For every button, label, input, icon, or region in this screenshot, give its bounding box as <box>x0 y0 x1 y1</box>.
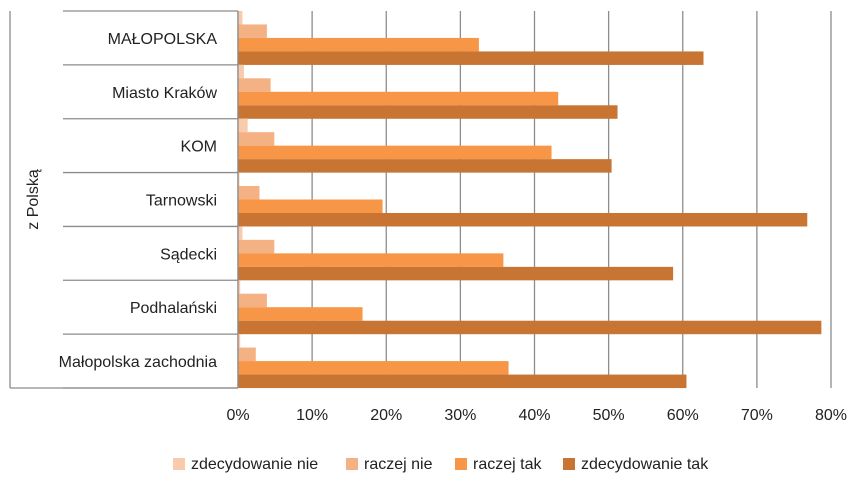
bar <box>238 361 509 375</box>
bar <box>238 159 612 173</box>
bar <box>238 37 479 52</box>
legend-label: raczej tak <box>473 456 542 473</box>
x-tick-label: 80% <box>815 407 847 424</box>
bar <box>238 10 243 25</box>
bar <box>238 239 275 254</box>
bar <box>238 132 275 146</box>
bar <box>238 105 618 119</box>
bar <box>238 280 241 294</box>
category-label: Podhalański <box>130 300 217 317</box>
bar <box>238 199 383 213</box>
x-tick-label: 70% <box>741 407 773 424</box>
legend-swatch <box>346 458 358 470</box>
x-tick-label: 50% <box>593 407 625 424</box>
bar <box>238 347 256 362</box>
group-label: z Polską <box>25 169 42 230</box>
legend-swatch <box>455 458 467 470</box>
category-label: MAŁOPOLSKA <box>108 31 218 48</box>
x-tick-label: 20% <box>370 407 402 424</box>
bar <box>238 24 267 38</box>
bar <box>238 118 248 133</box>
bar <box>238 334 241 348</box>
bar <box>238 51 704 65</box>
bar <box>238 91 559 106</box>
bar <box>238 172 240 186</box>
bar <box>238 78 271 92</box>
x-tick-label: 10% <box>296 407 328 424</box>
legend-label: zdecydowanie tak <box>581 456 709 473</box>
bar <box>238 266 674 281</box>
category-label: KOM <box>181 139 217 156</box>
x-tick-label: 0% <box>226 407 249 424</box>
bar <box>238 226 243 240</box>
category-label: Miasto Kraków <box>112 85 217 102</box>
legend-swatch <box>173 458 185 470</box>
category-label: Tarnowski <box>146 193 217 210</box>
legend-label: raczej nie <box>364 456 433 473</box>
bar <box>238 145 552 160</box>
bar <box>238 293 267 308</box>
x-tick-label: 60% <box>667 407 699 424</box>
bar <box>238 213 808 227</box>
legend-label: zdecydowanie nie <box>191 456 318 473</box>
bar <box>238 374 687 389</box>
bar <box>238 64 244 79</box>
bar <box>238 186 260 200</box>
category-label: Sądecki <box>160 246 217 263</box>
x-tick-label: 30% <box>444 407 476 424</box>
legend-swatch <box>563 458 575 470</box>
x-tick-label: 40% <box>518 407 550 424</box>
bar <box>238 307 363 321</box>
category-label: Małopolska zachodnia <box>59 354 217 371</box>
bar <box>238 253 504 267</box>
bar <box>238 320 822 335</box>
